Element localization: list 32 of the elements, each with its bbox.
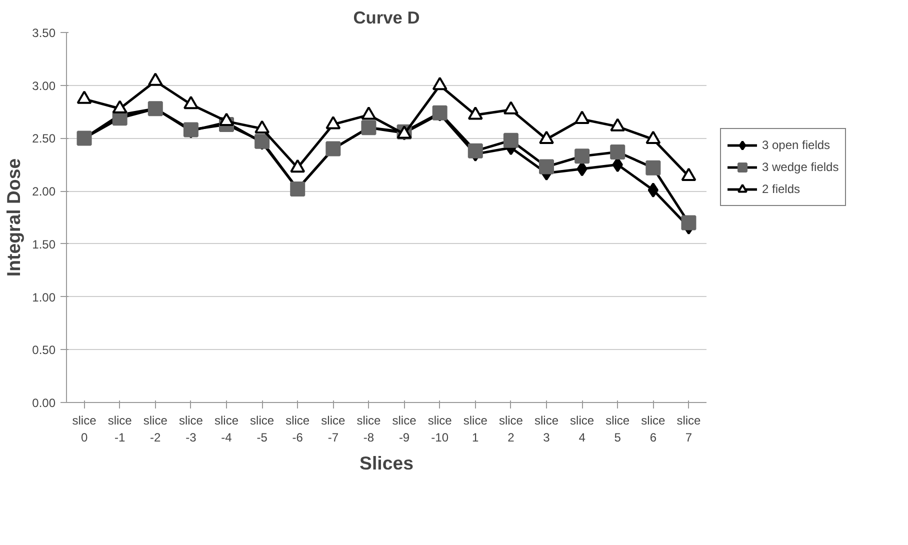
legend-label: 3 wedge fields [762,160,839,174]
chart-title: Curve D [353,8,420,28]
legend-label: 2 fields [762,182,800,196]
x-tick-label: slice -2 [143,414,168,444]
y-tick-label: 1.50 [32,237,56,252]
y-tick-label: 0.50 [32,343,56,358]
x-tick-label: slice 7 [676,414,702,444]
y-tick-label: 2.50 [32,132,56,146]
x-tick-label: slice 3 [534,414,559,444]
x-tick-label: slice -8 [356,414,382,444]
x-tick-label: slice 0 [72,414,97,444]
y-tick-label: 1.00 [32,290,56,304]
x-tick-label: slice -7 [321,414,346,444]
y-tick-label: 3.50 [32,26,56,40]
x-tick-label: slice 2 [498,414,524,444]
x-tick-label: slice -3 [178,414,204,444]
x-tick-label: slice -9 [392,414,417,444]
y-axis-title: Integral Dose [3,158,24,277]
x-tick-label: slice -1 [108,414,132,444]
y-tick-label: 0.00 [32,396,56,410]
x-tick-label: slice -4 [214,414,239,444]
x-tick-label: slice -5 [250,414,274,444]
y-tick-label: 2.00 [32,184,56,199]
x-tick-label: slice -6 [286,414,310,444]
y-tick-label: 3.00 [32,78,56,93]
x-axis-title: Slices [360,452,414,474]
x-tick-label: slice 4 [570,414,594,444]
x-tick-label: slice -10 [428,414,452,444]
x-tick-label: slice 6 [641,414,666,444]
x-tick-label: slice 1 [463,414,488,444]
x-tick-label: slice 5 [606,414,630,444]
legend-label: 3 open fields [762,138,830,152]
